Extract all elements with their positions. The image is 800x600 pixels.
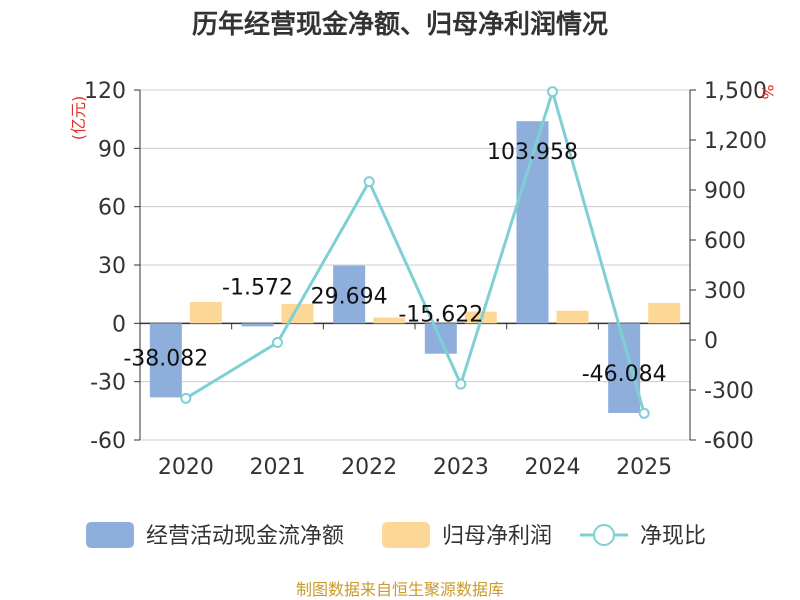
left-tick-label: -60 xyxy=(90,429,126,454)
left-tick-label: -30 xyxy=(90,371,126,396)
profit-bar xyxy=(373,317,406,324)
ratio-point xyxy=(638,407,650,419)
x-tick-label: 2021 xyxy=(250,455,306,480)
right-tick-label: 1,500 xyxy=(704,79,767,104)
chart-title: 历年经营现金净额、归母净利润情况 xyxy=(192,9,608,40)
cashflow-bar xyxy=(241,323,274,327)
ratio-line xyxy=(180,86,650,419)
data-labels: -38.082 -1.572 29.694 -15.622 103.958 -46.084 xyxy=(123,140,666,387)
right-tick-label: -600 xyxy=(704,429,754,454)
cashflow-data-label: 103.958 xyxy=(487,140,578,165)
left-tick-label: 120 xyxy=(84,79,126,104)
ratio-point xyxy=(363,176,375,188)
profit-bar xyxy=(556,310,589,324)
left-tick-label: 30 xyxy=(98,254,126,279)
legend-label-cashflow: 经营活动现金流净额 xyxy=(146,524,344,549)
right-tick-label: 600 xyxy=(704,229,746,254)
ratio-point xyxy=(180,392,192,404)
ratio-point xyxy=(455,378,467,390)
x-tick-label: 2023 xyxy=(433,455,489,480)
source-note: 制图数据来自恒生聚源数据库 xyxy=(296,580,504,599)
right-tick-label: 900 xyxy=(704,179,746,204)
cashflow-data-label: -38.082 xyxy=(123,346,208,371)
x-tick-label: 2022 xyxy=(341,455,397,480)
right-tick-label: 0 xyxy=(704,329,718,354)
grid xyxy=(140,89,690,441)
ratio-line-path xyxy=(185,86,646,414)
ratio-point xyxy=(547,86,558,98)
cashflow-bar xyxy=(333,265,366,324)
left-tick-label: 0 xyxy=(112,312,126,337)
profit-bar xyxy=(189,301,222,324)
x-tick-label: 2020 xyxy=(158,455,214,480)
cashflow-data-label: -15.622 xyxy=(398,303,483,328)
legend-swatch-ratio-marker xyxy=(593,524,615,546)
right-axis-unit: % xyxy=(758,84,777,99)
cashflow-data-label: 29.694 xyxy=(311,285,388,310)
cashflow-bar xyxy=(149,323,182,398)
left-tick-label: 60 xyxy=(98,196,126,221)
ratio-point xyxy=(272,337,283,348)
cashflow-data-label: -46.084 xyxy=(582,362,667,387)
legend-label-ratio: 净现比 xyxy=(640,524,706,549)
legend-swatch-profit xyxy=(382,522,430,548)
left-tick-label: 90 xyxy=(98,137,126,162)
right-tick-label: 1,200 xyxy=(704,129,767,154)
right-tick-label: -300 xyxy=(704,379,754,404)
legend-label-profit: 归母净利润 xyxy=(442,524,552,549)
left-axis-unit: (亿元) xyxy=(69,96,88,141)
bars xyxy=(149,121,681,413)
axes: -60-300306090120-600-30003006009001,2001… xyxy=(69,79,777,480)
right-tick-label: 300 xyxy=(704,279,746,304)
legend: 经营活动现金流净额 归母净利润 净现比 xyxy=(86,522,706,549)
legend-swatch-cashflow xyxy=(86,522,134,548)
x-tick-label: 2024 xyxy=(525,455,581,480)
x-tick-label: 2025 xyxy=(616,455,672,480)
profit-bar xyxy=(648,302,681,324)
cashflow-data-label: -1.572 xyxy=(222,275,293,300)
